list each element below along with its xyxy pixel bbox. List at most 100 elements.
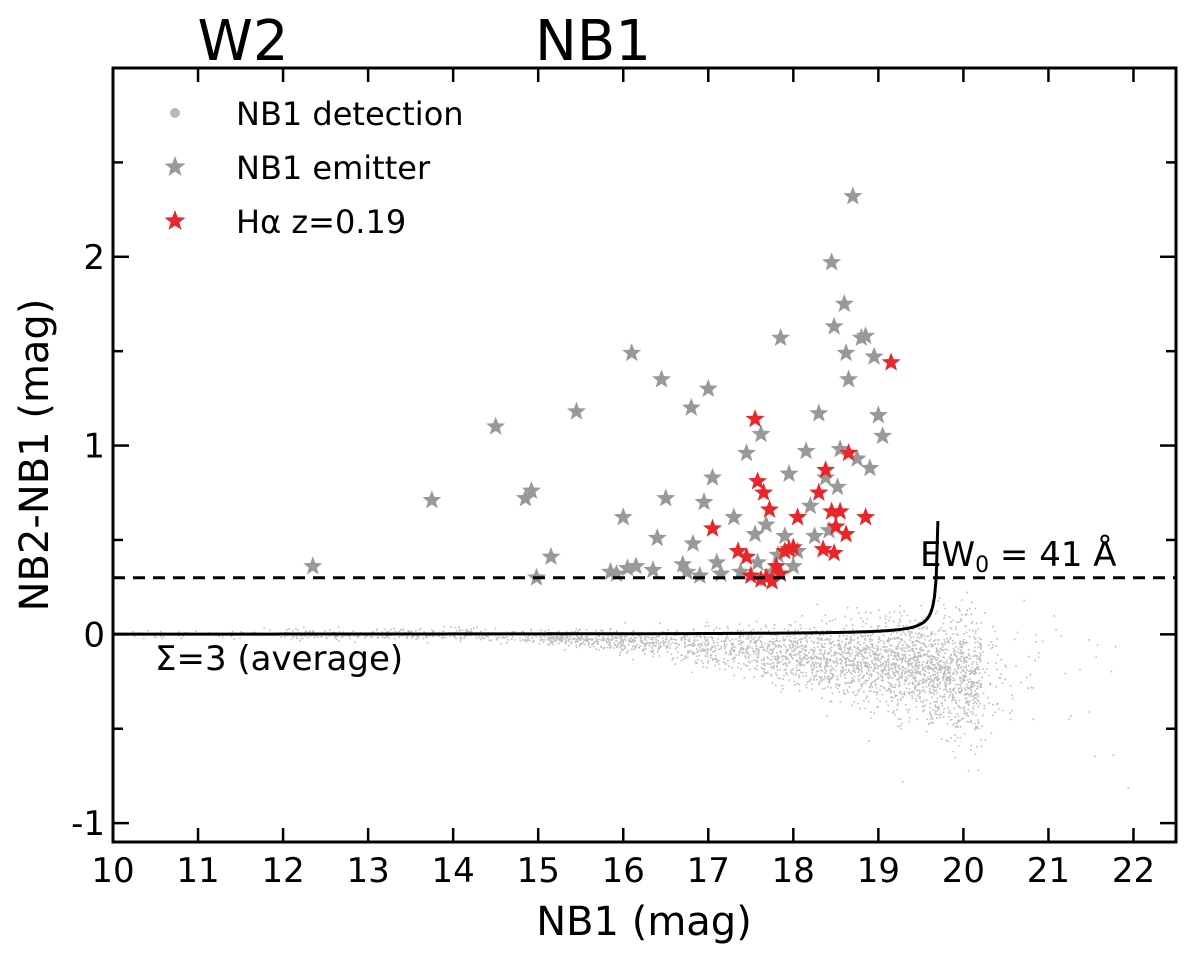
emitter-point-17 [656,488,676,507]
halpha-point-21 [824,543,844,562]
emitter-point-32 [745,524,765,543]
halpha-point-26 [856,507,876,526]
emitter-point-61 [864,346,884,365]
emitter-point-22 [690,565,710,584]
emitter-point-44 [800,496,820,515]
emitter-point-24 [698,378,718,397]
halpha-point-11 [766,556,786,575]
x-tick-label-9: 19 [857,851,900,891]
halpha-point-8 [756,567,776,586]
legend-label-emitter: NB1 emitter [236,149,431,187]
y-tick-label-3: 2 [83,238,105,278]
halpha-point-3 [741,565,761,584]
x-tick-label-0: 10 [91,851,134,891]
threshold-label-main: EW [920,535,975,575]
emitter-point-14 [643,560,663,579]
emitter-point-33 [748,552,768,571]
halpha-point-1 [728,541,748,560]
x-tick-label-3: 13 [346,851,389,891]
emitter-point-41 [783,556,803,575]
halpha-point-2 [737,546,757,565]
y-tick-label-2: 1 [83,427,105,467]
x-tick-label-12: 22 [1112,851,1155,891]
y-tick-label-1: 0 [83,615,105,655]
emitter-point-25 [703,467,722,486]
emitter-point-57 [847,448,867,467]
halpha-point-27 [881,352,901,371]
emitter-point-40 [779,463,799,482]
emitter-point-63 [873,426,893,445]
emitter-point-39 [775,526,795,545]
emitter-point-21 [683,533,703,552]
emitter-point-48 [819,520,839,539]
halpha-point-7 [754,482,774,501]
halpha-point-12 [771,563,791,582]
top-label-w2: W2 [198,9,289,74]
emitter-point-20 [681,397,701,416]
x-tick-label-2: 12 [261,851,304,891]
sigma-curve [113,521,940,636]
legend-marker-halpha [164,210,186,230]
legend-label-detection: NB1 detection [236,95,464,133]
emitter-point-19 [677,562,697,581]
plot-frame [111,66,1178,844]
threshold-label-sub: 0 [975,553,989,578]
emitter-point-4 [521,480,541,499]
x-tick-label-10: 20 [942,851,985,891]
legend: NB1 detection NB1 emitter Hα z=0.19 [164,95,464,241]
detection-cloud [132,576,1160,790]
legend-label-halpha: Hα z=0.19 [236,203,406,241]
emitter-point-59 [856,326,876,345]
y-tick-label-0: -1 [71,804,105,844]
emitter-point-62 [868,405,888,424]
emitter-point-45 [805,526,825,545]
emitter-point-35 [756,514,776,533]
halpha-point-9 [760,499,779,518]
emitter-point-46 [809,403,829,422]
emitter-point-51 [828,477,848,496]
emitter-point-55 [839,369,859,388]
halpha-point-10 [762,571,782,590]
emitter-point-23 [694,492,714,511]
emitter-point-18 [673,554,693,573]
halpha-point-25 [839,443,859,462]
halpha-point-0 [703,518,722,537]
emitter-point-3 [515,488,535,507]
emitter-point-49 [822,252,842,271]
x-tick-label-8: 18 [772,851,815,891]
halpha-point-16 [788,507,808,526]
halpha-point-23 [830,501,850,520]
x-tick-label-6: 16 [602,851,645,891]
emitter-point-34 [751,424,771,443]
top-label-nb1: NB1 [535,9,651,74]
emitter-point-16 [652,369,671,388]
halpha-point-5 [748,471,768,490]
emitter-point-28 [724,507,744,526]
x-tick-label-4: 14 [432,851,475,891]
threshold-label-rest: = 41 Å [989,534,1116,575]
emitter-point-13 [626,556,646,575]
emitter-point-0 [303,556,323,575]
emitter-point-56 [843,186,863,205]
emitter-points [303,186,893,586]
x-tick-label-1: 11 [176,851,219,891]
emitter-point-15 [647,528,667,547]
sigma-label: Σ=3 (average) [155,639,403,679]
emitter-point-29 [731,562,751,581]
emitter-point-60 [860,458,880,477]
emitter-point-26 [707,552,727,571]
halpha-point-24 [836,524,856,543]
emitter-point-37 [768,545,788,564]
reference-lines [113,521,1176,636]
legend-marker-detection [170,108,180,118]
x-tick-label-5: 15 [517,851,560,891]
halpha-point-17 [809,482,829,501]
emitter-point-53 [834,294,854,313]
emitter-point-50 [824,316,844,335]
emitter-point-11 [618,558,637,577]
halpha-point-19 [816,460,836,479]
halpha-point-4 [745,409,765,428]
emitter-point-10 [613,507,633,526]
